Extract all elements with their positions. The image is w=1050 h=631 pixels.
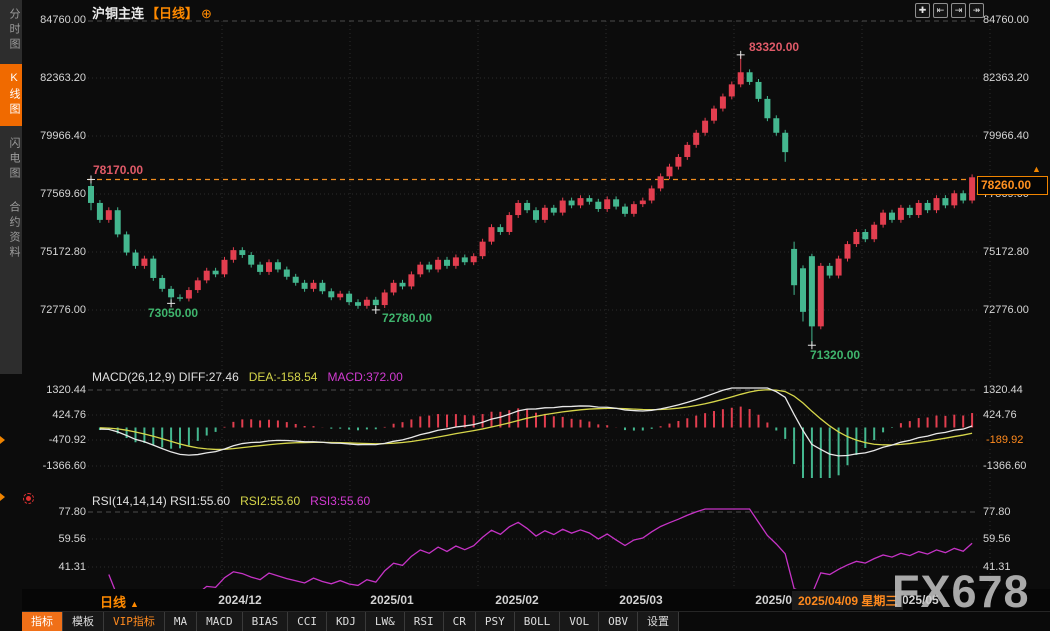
rsi-axis-label-right: 41.31	[983, 561, 1011, 573]
toolbar-item-14[interactable]: OBV	[599, 612, 638, 631]
rsi3-label: RSI3:55.60	[310, 494, 371, 508]
sidebar-tab-1[interactable]: K线图	[0, 64, 22, 126]
pan-export-icon[interactable]: ↠	[969, 3, 984, 18]
period-selector[interactable]: 日线 ▲	[100, 595, 139, 610]
price-annotation: 73050.00	[148, 306, 199, 320]
macd-current-value-label: -189.92	[983, 434, 1027, 446]
price-annotation: 71320.00	[810, 348, 861, 362]
y-axis-label-right: 75172.80	[983, 246, 1029, 258]
rsi-axis-label-right: 77.80	[983, 506, 1011, 518]
toolbar-item-10[interactable]: CR	[443, 612, 476, 631]
macd-axis-label-left: 1320.44	[46, 384, 86, 396]
y-axis-label-left: 75172.80	[40, 246, 86, 258]
toolbar-item-5[interactable]: BIAS	[242, 612, 289, 631]
scale-anchor-icon	[0, 493, 5, 501]
y-axis-label-right: 84760.00	[983, 14, 1029, 26]
y-axis-label-right: 72776.00	[983, 304, 1029, 316]
watermark: FX678	[892, 566, 1030, 617]
current-price-label: 78260.00	[977, 176, 1048, 195]
rsi-axis-label-right: 59.56	[983, 533, 1011, 545]
toolbar-item-9[interactable]: RSI	[404, 612, 444, 631]
toolbar-item-8[interactable]: LW&	[365, 612, 405, 631]
chart-header: 沪铜主连 【日线】 ⊕	[92, 3, 212, 23]
add-indicator-icon[interactable]: ⊕	[201, 6, 212, 21]
price-marker-icon: ▲	[1032, 164, 1041, 174]
y-axis-label-left: 84760.00	[40, 14, 86, 26]
macd-params-label: MACD(26,12,9) DIFF:27.46	[92, 370, 239, 384]
crosshair-move-icon[interactable]: ✚	[915, 3, 930, 18]
scale-left-icon[interactable]: ⇤	[933, 3, 948, 18]
macd-header: MACD(26,12,9) DIFF:27.46 DEA:-158.54 MACD:…	[92, 370, 403, 384]
y-axis-label-right: 79966.40	[983, 130, 1029, 142]
x-axis-date-label: 2025/04	[755, 593, 799, 607]
toolbar-item-12[interactable]: BOLL	[514, 612, 561, 631]
x-axis-date-label: 2025/05	[895, 593, 939, 607]
toolbar-item-13[interactable]: VOL	[560, 612, 600, 631]
x-axis-date-label: 2025/01	[370, 593, 414, 607]
macd-value-label: MACD:372.00	[327, 370, 403, 384]
toolbar-item-6[interactable]: CCI	[288, 612, 327, 631]
macd-axis-label-left: -1366.60	[42, 460, 86, 472]
sidebar: 分时图 K线图闪电图合约资料	[0, 0, 22, 374]
y-axis-label-left: 72776.00	[40, 304, 86, 316]
toolbar-item-3[interactable]: MA	[164, 612, 198, 631]
y-axis-label-left: 77569.60	[40, 188, 86, 200]
sidebar-tab-3[interactable]: 合约资料	[8, 201, 20, 261]
x-axis-date-label: 2025/02	[495, 593, 539, 607]
chevron-up-icon: ▲	[130, 599, 139, 609]
rsi2-label: RSI2:55.60	[240, 494, 301, 508]
rsi-header: RSI(14,14,14) RSI1:55.60 RSI2:55.60 RSI3:5…	[92, 494, 370, 508]
period-tag: 【日线】	[146, 6, 199, 21]
x-axis-date-label: 2025/03	[619, 593, 663, 607]
price-annotation: 72780.00	[382, 311, 433, 325]
y-axis-label-left: 82363.20	[40, 72, 86, 84]
chart-tool-icons: ✚ ⇤ ⇥ ↠	[915, 3, 987, 18]
toolbar-item-1[interactable]: 模板	[63, 612, 104, 631]
rsi-params-label: RSI(14,14,14) RSI1:55.60	[92, 494, 231, 508]
macd-axis-label-left: -470.92	[48, 434, 86, 446]
price-annotation: 83320.00	[749, 40, 800, 54]
scale-anchor-icon	[0, 436, 5, 444]
toolbar-item-15[interactable]: 设置	[638, 612, 679, 631]
indicator-toolbar: 指标 模板 VIP指标 MA MACD BIAS CCI KDJ LW& RSI CR PSY BOLL…	[22, 611, 1050, 631]
price-annotation: 78170.00	[93, 163, 144, 177]
rsi-axis-label-left: 41.31	[58, 561, 86, 573]
y-axis-label-right: 82363.20	[983, 72, 1029, 84]
rsi-axis-label-left: 77.80	[58, 506, 86, 518]
sidebar-tab-0[interactable]: 分时图	[8, 8, 20, 53]
live-indicator-icon	[23, 493, 34, 504]
y-axis-label-left: 79966.40	[40, 130, 86, 142]
crosshair-date-tooltip: 2025/04/09 星期三	[792, 591, 904, 610]
toolbar-item-11[interactable]: PSY	[475, 612, 515, 631]
macd-axis-label-right: 424.76	[983, 409, 1017, 421]
toolbar-item-7[interactable]: KDJ	[327, 612, 366, 631]
toolbar-item-0[interactable]: 指标	[22, 612, 63, 631]
toolbar-item-2[interactable]: VIP指标	[104, 612, 165, 631]
macd-axis-label-left: 424.76	[52, 409, 86, 421]
rsi-axis-label-left: 59.56	[58, 533, 86, 545]
symbol-title: 沪铜主连	[92, 6, 145, 21]
macd-axis-label-right: 1320.44	[983, 384, 1023, 396]
macd-axis-label-right: -1366.60	[983, 460, 1027, 472]
toolbar-item-4[interactable]: MACD	[197, 612, 243, 631]
scale-right-icon[interactable]: ⇥	[951, 3, 966, 18]
sidebar-tab-2[interactable]: 闪电图	[8, 137, 20, 182]
x-axis-date-label: 2024/12	[218, 593, 262, 607]
macd-dea-label: DEA:-158.54	[248, 370, 318, 384]
